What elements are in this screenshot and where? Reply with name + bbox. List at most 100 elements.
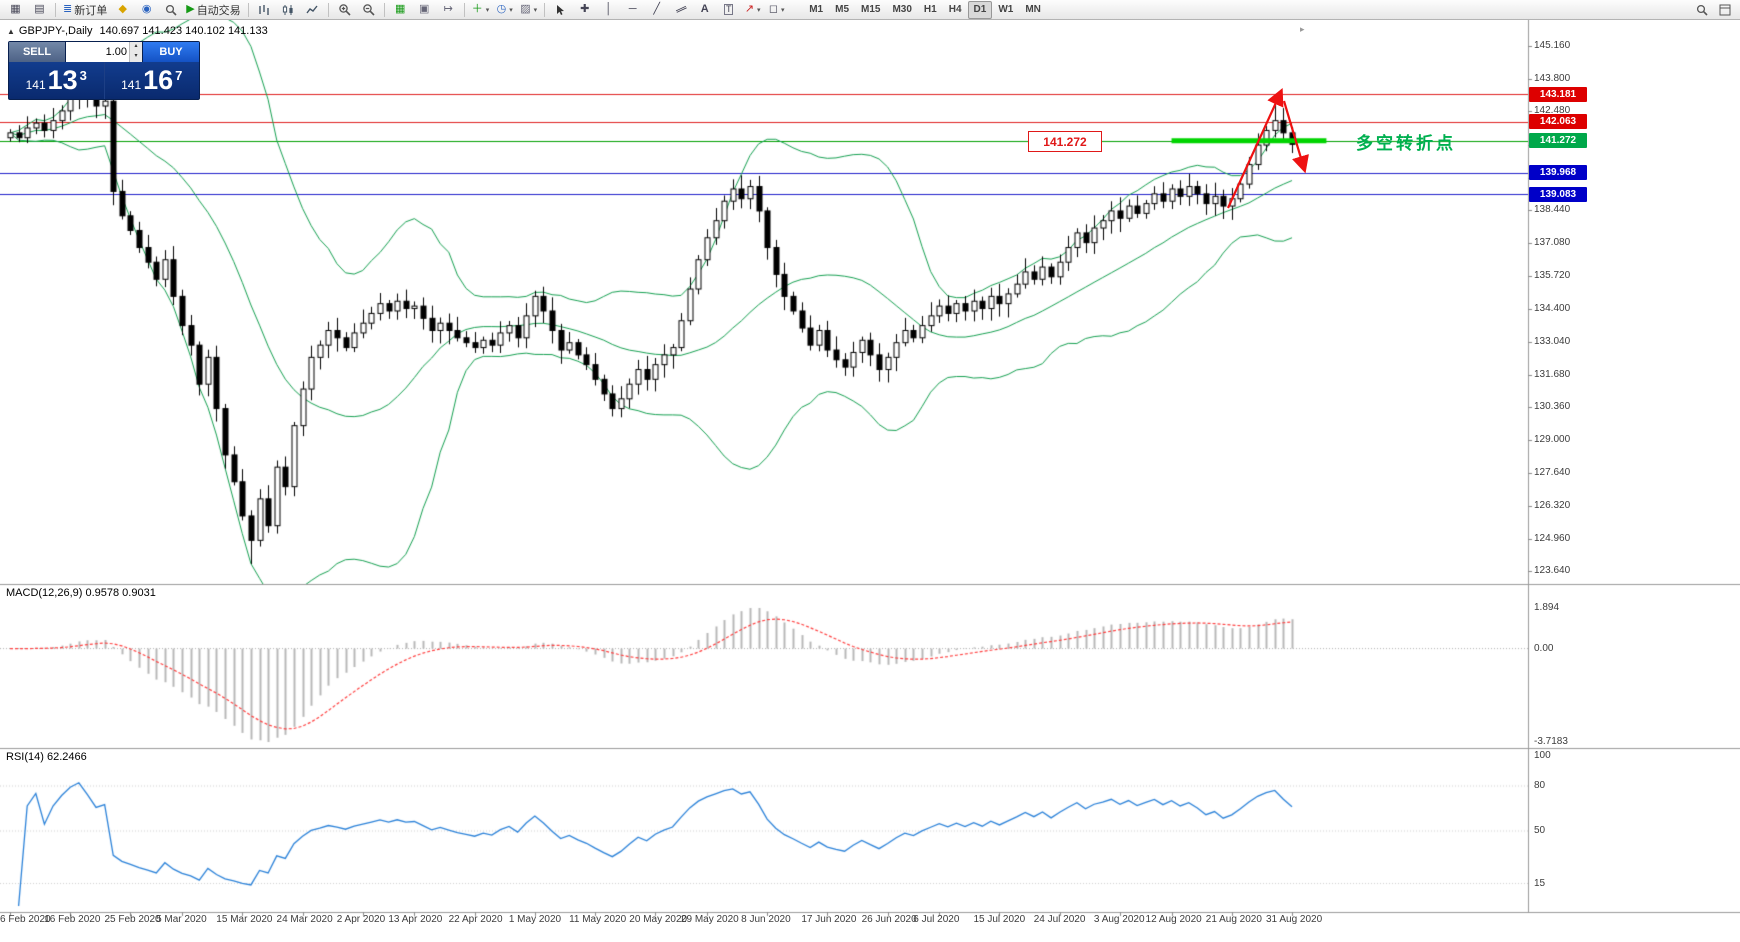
panels-icon (1719, 4, 1730, 15)
search-chart-icon (1696, 4, 1708, 16)
zoom-in-button[interactable] (333, 0, 356, 19)
indicators-plus-icon: ＋ (471, 3, 483, 15)
timeframe-m1[interactable]: M1 (809, 3, 824, 15)
time-axis: 6 Feb 2020 16 Feb 2020 25 Feb 2020 5 Mar 20… (0, 912, 1528, 934)
new-order-button[interactable]: ≣ 新订单 (60, 0, 110, 19)
timeframe-m5[interactable]: M5 (835, 3, 850, 15)
channel-tool-button[interactable]: ∥ (669, 0, 692, 19)
buy-button[interactable]: BUY (142, 42, 199, 62)
timeframe-m15[interactable]: M15 (861, 3, 881, 15)
cascade-windows-button[interactable]: ▣ (413, 0, 436, 19)
crosshair-tool-button[interactable]: ✚ (573, 0, 596, 19)
chevron-down-icon: ▾ (485, 6, 490, 14)
zoom-out-button[interactable] (357, 0, 380, 19)
timeframe-d1[interactable]: D1 (967, 0, 993, 19)
candle-chart-button[interactable] (277, 0, 300, 19)
timeframe-h1[interactable]: H1 (923, 3, 937, 15)
date-tick: 2 Apr 2020 (336, 914, 386, 925)
price-level-box[interactable]: 141.272 (1028, 131, 1102, 152)
line-chart-icon (306, 5, 318, 13)
text-tool-button[interactable]: A (693, 0, 716, 19)
cursor-tool-button[interactable] (549, 0, 572, 19)
date-tick: 17 Jun 2020 (801, 914, 857, 925)
strategy-tester-button[interactable] (1690, 0, 1713, 19)
market-search-button[interactable] (159, 0, 182, 19)
tile-windows-button[interactable]: ▦ (389, 0, 412, 19)
trendline-tool-button[interactable]: ╱ (645, 0, 668, 19)
timeframe-group: M1 M5 M15 M30 H1 H4 D1 W1 MN (803, 0, 1047, 19)
date-tick: 16 Feb 2020 (44, 914, 101, 925)
shape-tool-icon: ◻ (768, 3, 779, 15)
chart-shift-button[interactable]: ↦ (437, 0, 460, 19)
indicators-button[interactable]: ＋ ▾ (469, 0, 493, 19)
macd-label: MACD(12,26,9) 0.9578 0.9031 (6, 587, 156, 599)
price-tick: 130.360 (1534, 401, 1571, 413)
date-tick: 12 Aug 2020 (1145, 914, 1202, 925)
price-level-badge: 139.083 (1529, 186, 1587, 202)
macd-scale-tick: 1.894 (1534, 602, 1560, 613)
one-click-toggle[interactable]: ▲ (7, 27, 15, 36)
line-chart-button[interactable] (301, 0, 324, 19)
chart-canvas[interactable] (0, 20, 1740, 942)
chart-symbol-label: GBPJPY-,Daily (18, 25, 93, 37)
autotrade-button[interactable]: ▶ 自动交易 (183, 0, 243, 19)
price-tick: 124.960 (1534, 532, 1571, 544)
label-tool-button[interactable]: T (717, 0, 740, 19)
bar-chart-button[interactable] (253, 0, 276, 19)
templates-button[interactable]: ▨ ▾ (517, 0, 540, 19)
options-button[interactable] (1713, 0, 1736, 19)
search-icon (165, 4, 177, 16)
chart-shift-icon: ↦ (443, 3, 453, 15)
main-toolbar: ▦ ▤ ≣ 新订单 ◆ ◉ ▶ 自动交易 (0, 0, 1740, 20)
sell-price-prefix: 141 (25, 77, 46, 92)
shapes-tool-button[interactable]: ◻ ▾ (765, 0, 788, 19)
arrow-tool-button[interactable]: ↗ ▾ (741, 0, 764, 19)
volume-input[interactable] (66, 42, 129, 62)
date-tick: 24 Jul 2020 (1033, 914, 1086, 925)
volume-decrease-button[interactable]: ▾ (130, 52, 142, 62)
metaeditor-button[interactable]: ◆ (111, 0, 134, 19)
rsi-scale-tick: 80 (1534, 780, 1546, 791)
text-tool-icon: A (700, 3, 709, 15)
volume-spinner: ▴ ▾ (129, 42, 142, 62)
date-tick: 11 May 2020 (569, 914, 627, 925)
date-tick: 26 Jun 2020 (861, 914, 917, 925)
date-tick: 15 Jul 2020 (973, 914, 1026, 925)
timeframe-m30[interactable]: M30 (892, 3, 912, 15)
new-chart-button[interactable]: ▦ (4, 0, 27, 19)
rsi-scale-tick: 100 (1534, 750, 1551, 761)
community-button[interactable]: ◉ (135, 0, 158, 19)
chevron-down-icon: ▾ (533, 6, 538, 14)
arrow-tool-icon: ↗ (744, 3, 755, 15)
autotrade-play-icon: ▶ (186, 3, 195, 15)
profiles-button[interactable]: ▤ (28, 0, 51, 19)
horizontal-line-icon: ─ (628, 3, 637, 15)
sell-price-big: 13 (47, 65, 78, 95)
toolbar-separator (544, 2, 546, 17)
price-tick: 129.000 (1534, 434, 1571, 446)
sell-price[interactable]: 141 13 3 (9, 62, 105, 99)
template-icon: ▨ (520, 3, 531, 15)
volume-increase-button[interactable]: ▴ (130, 42, 142, 52)
volume-box: ▴ ▾ (66, 42, 142, 62)
one-click-trading-panel: SELL ▴ ▾ BUY 141 13 3 141 16 7 (8, 41, 200, 100)
date-tick: 20 May 2020 (629, 914, 688, 925)
buy-price[interactable]: 141 16 7 (105, 62, 200, 99)
timeframe-h4[interactable]: H4 (948, 3, 962, 15)
periods-button[interactable]: ◷ ▾ (493, 0, 516, 19)
date-tick: 13 Apr 2020 (388, 914, 443, 925)
sell-button[interactable]: SELL (9, 42, 66, 62)
price-level-badge: 142.063 (1529, 114, 1587, 130)
buy-price-sup: 7 (175, 68, 183, 83)
macd-scale-tick: 0.00 (1534, 642, 1554, 654)
candle-chart-icon (283, 4, 293, 15)
timeframe-w1[interactable]: W1 (998, 3, 1014, 15)
chart-ohlc-values: 140.697 141.423 140.102 141.133 (99, 25, 268, 37)
vline-tool-button[interactable]: │ (597, 0, 620, 19)
rsi-label: RSI(14) 62.2466 (6, 751, 87, 763)
chart-header: ▲ GBPJPY-,Daily 140.697 141.423 140.102 14… (7, 25, 268, 37)
pivot-point-label[interactable]: 多空转折点 (1356, 134, 1456, 153)
timeframe-mn[interactable]: MN (1025, 3, 1041, 15)
hline-tool-button[interactable]: ─ (621, 0, 644, 19)
